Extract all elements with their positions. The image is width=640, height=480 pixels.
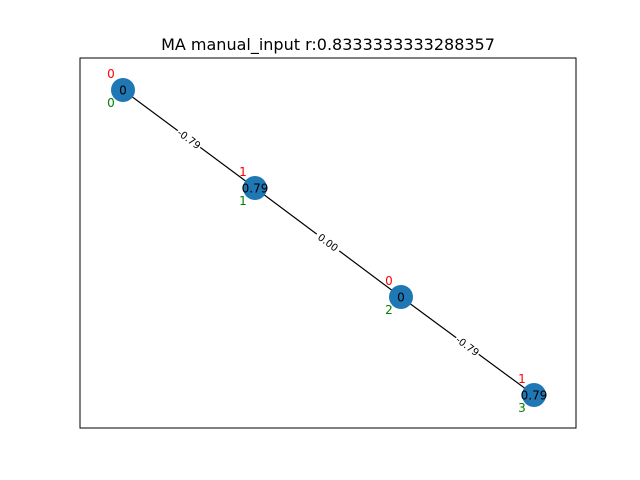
node-value-label: 0.79 xyxy=(242,182,269,196)
node-bottom-label: 2 xyxy=(385,303,393,317)
node-bottom-label: 0 xyxy=(107,96,115,110)
node-top-label: 0 xyxy=(107,67,115,81)
node-bottom-label: 3 xyxy=(518,401,526,415)
node-value-label: 0 xyxy=(397,291,405,305)
node-circle xyxy=(522,383,546,407)
figure-title: MA manual_input r:0.8333333333288357 xyxy=(161,35,495,55)
node-bottom-label: 1 xyxy=(239,194,247,208)
graph-node: 000 xyxy=(107,67,135,110)
graph-node: 0.79 1 3 xyxy=(518,372,547,415)
node-value-label: 0.79 xyxy=(521,389,548,403)
node-top-label: 1 xyxy=(518,372,526,386)
node-value-label: 0 xyxy=(119,84,127,98)
edge-label-background xyxy=(312,228,344,257)
node-top-label: 1 xyxy=(239,165,247,179)
node-top-label: 0 xyxy=(385,274,393,288)
node-circle xyxy=(389,285,413,309)
edge-label-background xyxy=(173,125,205,153)
edge-labels-layer: -0.790.00-0.79 xyxy=(173,125,483,360)
node-circle xyxy=(243,176,267,200)
edge-label-background xyxy=(452,332,483,360)
plot-frame xyxy=(79,57,577,429)
node-circle xyxy=(111,78,135,102)
graph-node: 002 xyxy=(385,274,413,317)
